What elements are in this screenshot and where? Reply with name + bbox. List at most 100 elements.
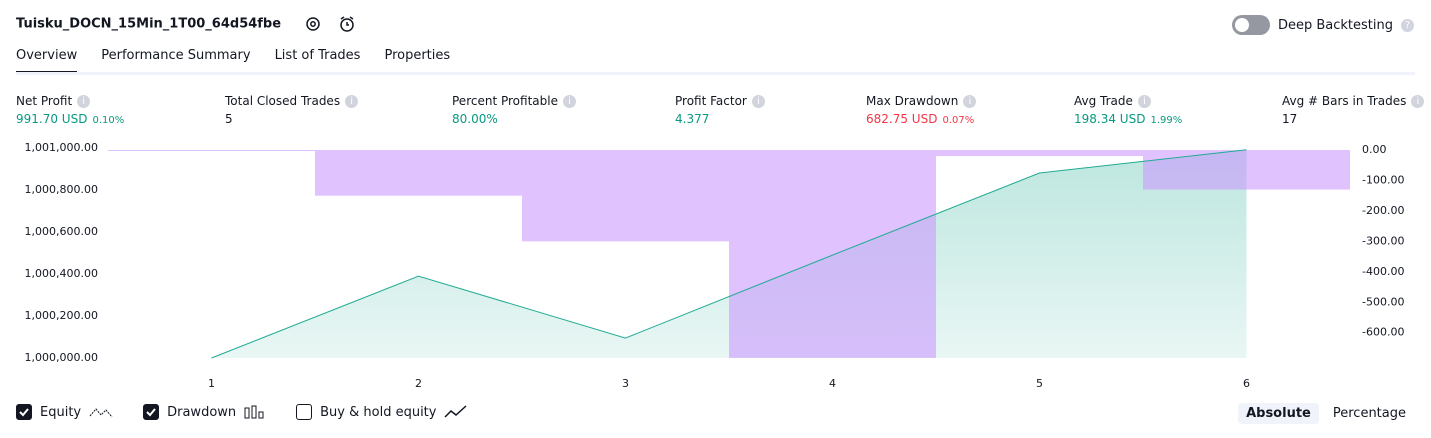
help-icon[interactable]: ? [1401, 18, 1414, 32]
metric-value: 17 [1282, 112, 1424, 126]
y-tick-label: 1,000,800.00 [25, 183, 98, 196]
metric-value-text: 991.70 USD [16, 112, 88, 126]
drawdown-bar [936, 149, 1143, 157]
metric: Max Drawdown i 682.75 USD 0.07% [866, 94, 977, 126]
metric-value-text: 198.34 USD [1074, 112, 1146, 126]
y-tick-label: 1,000,600.00 [25, 225, 98, 238]
metric-label-text: Max Drawdown [866, 94, 959, 108]
x-tick-label: 4 [829, 377, 836, 390]
tabs: Overview Performance Summary List of Trade… [16, 48, 450, 74]
metric-label-text: Total Closed Trades [225, 94, 341, 108]
separator [16, 72, 1415, 75]
alert-icon[interactable] [338, 15, 356, 33]
metric: Avg # Bars in Trades i 17 [1282, 94, 1425, 126]
metric-value-text: 5 [225, 112, 233, 126]
y-tick-label: 1,001,000.00 [25, 141, 98, 154]
metric-label: Profit Factor i [675, 94, 765, 108]
x-tick-label: 2 [415, 377, 422, 390]
metric-label: Total Closed Trades i [225, 94, 359, 108]
metric-value: 80.00% [452, 112, 576, 126]
legend-icon [89, 408, 113, 418]
metric-percent: 0.07% [942, 115, 975, 126]
metric-label-text: Profit Factor [675, 94, 747, 108]
drawdown-bar [729, 149, 936, 358]
legend-icon [244, 405, 264, 419]
tab[interactable]: List of Trades [274, 48, 361, 63]
title-text: Tuisku_DOCN_15Min_1T00_64d54fbe [16, 16, 282, 32]
metric: Net Profit i 991.70 USD 0.10% [16, 94, 124, 126]
view-buttons: Absolute Percentage [1232, 403, 1414, 424]
metric-value: 4.377 [675, 112, 765, 126]
metric: Profit Factor i 4.377 [675, 94, 765, 126]
info-icon[interactable]: i [751, 94, 765, 108]
toggle-label: Deep Backtesting [1277, 17, 1393, 33]
y-tick-label: 1,000,400.00 [25, 267, 98, 280]
tab[interactable]: Performance Summary [101, 48, 251, 63]
y2-tick-label: -400.00 [1362, 265, 1404, 278]
legend-buy-hold[interactable]: Buy & hold equity [296, 404, 468, 420]
metric-label: Avg # Bars in Trades i [1282, 94, 1425, 108]
metric-label: Avg Trade i [1074, 94, 1182, 108]
x-tick-label: 5 [1036, 377, 1043, 390]
checkbox[interactable] [296, 404, 313, 420]
view-button[interactable]: Absolute [1238, 403, 1319, 424]
deep-backtesting[interactable]: Deep Backtesting ? [1231, 15, 1414, 35]
checkbox[interactable] [143, 404, 160, 420]
metric-value: 5 [225, 112, 358, 126]
drawdown-bar [1143, 149, 1350, 190]
x-tick-label: 1 [208, 377, 215, 390]
info-icon[interactable]: i [345, 94, 359, 108]
settings-icon[interactable] [304, 15, 322, 33]
y2-tick-label: -500.00 [1362, 295, 1404, 308]
metric-value-text: 80.00% [452, 112, 498, 126]
legend-label: Buy & hold equity [320, 404, 437, 420]
strategy-title: Tuisku_DOCN_15Min_1T00_64d54fbe [16, 15, 356, 33]
metric-label: Net Profit i [16, 94, 124, 108]
y2-tick-label: -300.00 [1362, 234, 1404, 247]
metric-label: Max Drawdown i [866, 94, 977, 108]
metric-percent: 0.10% [92, 115, 125, 126]
equity-line [211, 149, 1247, 359]
y-tick-label: 1,000,000.00 [25, 351, 98, 364]
metric: Total Closed Trades i 5 [225, 94, 359, 126]
metric-percent: 1.99% [1150, 115, 1183, 126]
info-icon[interactable]: i [77, 94, 91, 108]
legend-drawdown[interactable]: Drawdown [143, 404, 266, 420]
metric-label-text: Avg Trade [1074, 94, 1133, 108]
x-tick-label: 3 [622, 377, 629, 390]
metric-value-text: 682.75 USD [866, 112, 938, 126]
y2-tick-label: -100.00 [1362, 173, 1404, 186]
metric-value-text: 17 [1282, 112, 1298, 126]
tab[interactable]: Properties [384, 48, 451, 63]
checkbox[interactable] [16, 404, 32, 420]
info-icon[interactable]: i [1137, 94, 1151, 108]
legend-icon [444, 405, 467, 418]
metric-value: 991.70 USD 0.10% [16, 112, 124, 126]
metric-label-text: Net Profit [16, 94, 73, 108]
legend-equity[interactable]: Equity [16, 404, 113, 420]
metric: Percent Profitable i 80.00% [452, 94, 576, 126]
metric-label-text: Avg # Bars in Trades [1282, 94, 1407, 108]
metric-label: Percent Profitable i [452, 94, 576, 108]
y-tick-label: 1,000,200.00 [25, 309, 98, 322]
info-icon[interactable]: i [1411, 94, 1425, 108]
drawdown-bar [108, 149, 315, 151]
legend: Equity Drawdown Buy & hold equity [16, 404, 468, 420]
info-icon[interactable]: i [562, 94, 576, 108]
x-tick-label: 6 [1243, 377, 1250, 390]
tab[interactable]: Overview [16, 48, 78, 74]
switch[interactable] [1231, 15, 1270, 35]
drawdown-bar [315, 149, 522, 196]
y2-tick-label: 0.00 [1362, 143, 1387, 156]
drawdown-bar [522, 149, 729, 242]
info-icon[interactable]: i [963, 94, 977, 108]
metric-label-text: Percent Profitable [452, 94, 558, 108]
equity-area [211, 149, 1247, 358]
legend-label: Drawdown [167, 404, 237, 420]
metric: Avg Trade i 198.34 USD 1.99% [1074, 94, 1182, 126]
view-button[interactable]: Percentage [1332, 406, 1406, 421]
metric-value: 682.75 USD 0.07% [866, 112, 976, 126]
y2-tick-label: -200.00 [1362, 204, 1404, 217]
metric-value-text: 4.377 [675, 112, 710, 126]
